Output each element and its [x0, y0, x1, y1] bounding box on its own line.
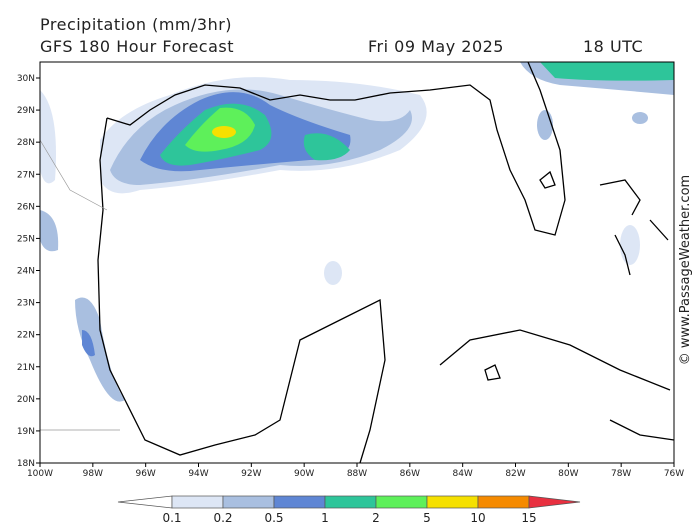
- colorbar-label: 1: [321, 511, 329, 525]
- lat-label: 23N: [17, 299, 35, 309]
- lon-label: 86W: [400, 469, 420, 479]
- lat-label: 26N: [17, 202, 35, 212]
- lon-label: 94W: [188, 469, 208, 479]
- lat-label: 22N: [17, 331, 35, 341]
- model: GFS 180 Hour Forecast: [40, 37, 234, 56]
- lat-label: 25N: [17, 234, 35, 244]
- colorbar-label: 2: [372, 511, 380, 525]
- lon-label: 96W: [135, 469, 155, 479]
- lat-label: 28N: [17, 138, 35, 148]
- lat-label: 24N: [17, 267, 35, 277]
- lat-label: 20N: [17, 395, 35, 405]
- lon-label: 92W: [241, 469, 261, 479]
- lat-label: 27N: [17, 170, 35, 180]
- colorbar-label: 0.5: [264, 511, 283, 525]
- colorbar-label: 0.1: [162, 511, 181, 525]
- title: Precipitation (mm/3hr): [40, 15, 232, 34]
- lon-label: 82W: [505, 469, 525, 479]
- lon-label: 78W: [611, 469, 631, 479]
- lon-label: 88W: [347, 469, 367, 479]
- lon-label: 100W: [27, 469, 53, 479]
- coastlines: [39, 61, 675, 464]
- credit: © www.PassageWeather.com: [678, 175, 693, 365]
- date: Fri 09 May 2025: [368, 37, 504, 56]
- colorbar-label: 15: [521, 511, 536, 525]
- lon-label: 90W: [294, 469, 314, 479]
- map: [39, 61, 675, 464]
- colorbar-label: 10: [470, 511, 485, 525]
- lat-label: 21N: [17, 363, 35, 373]
- colorbar: [117, 495, 581, 509]
- lat-label: 30N: [17, 74, 35, 84]
- lon-label: 76W: [664, 469, 684, 479]
- lon-label: 98W: [83, 469, 103, 479]
- colorbar-label: 5: [423, 511, 431, 525]
- lon-label: 80W: [558, 469, 578, 479]
- lon-label: 84W: [452, 469, 472, 479]
- time: 18 UTC: [583, 37, 643, 56]
- lat-label: 18N: [17, 459, 35, 469]
- colorbar-label: 0.2: [213, 511, 232, 525]
- lat-label: 19N: [17, 427, 35, 437]
- lat-label: 29N: [17, 106, 35, 116]
